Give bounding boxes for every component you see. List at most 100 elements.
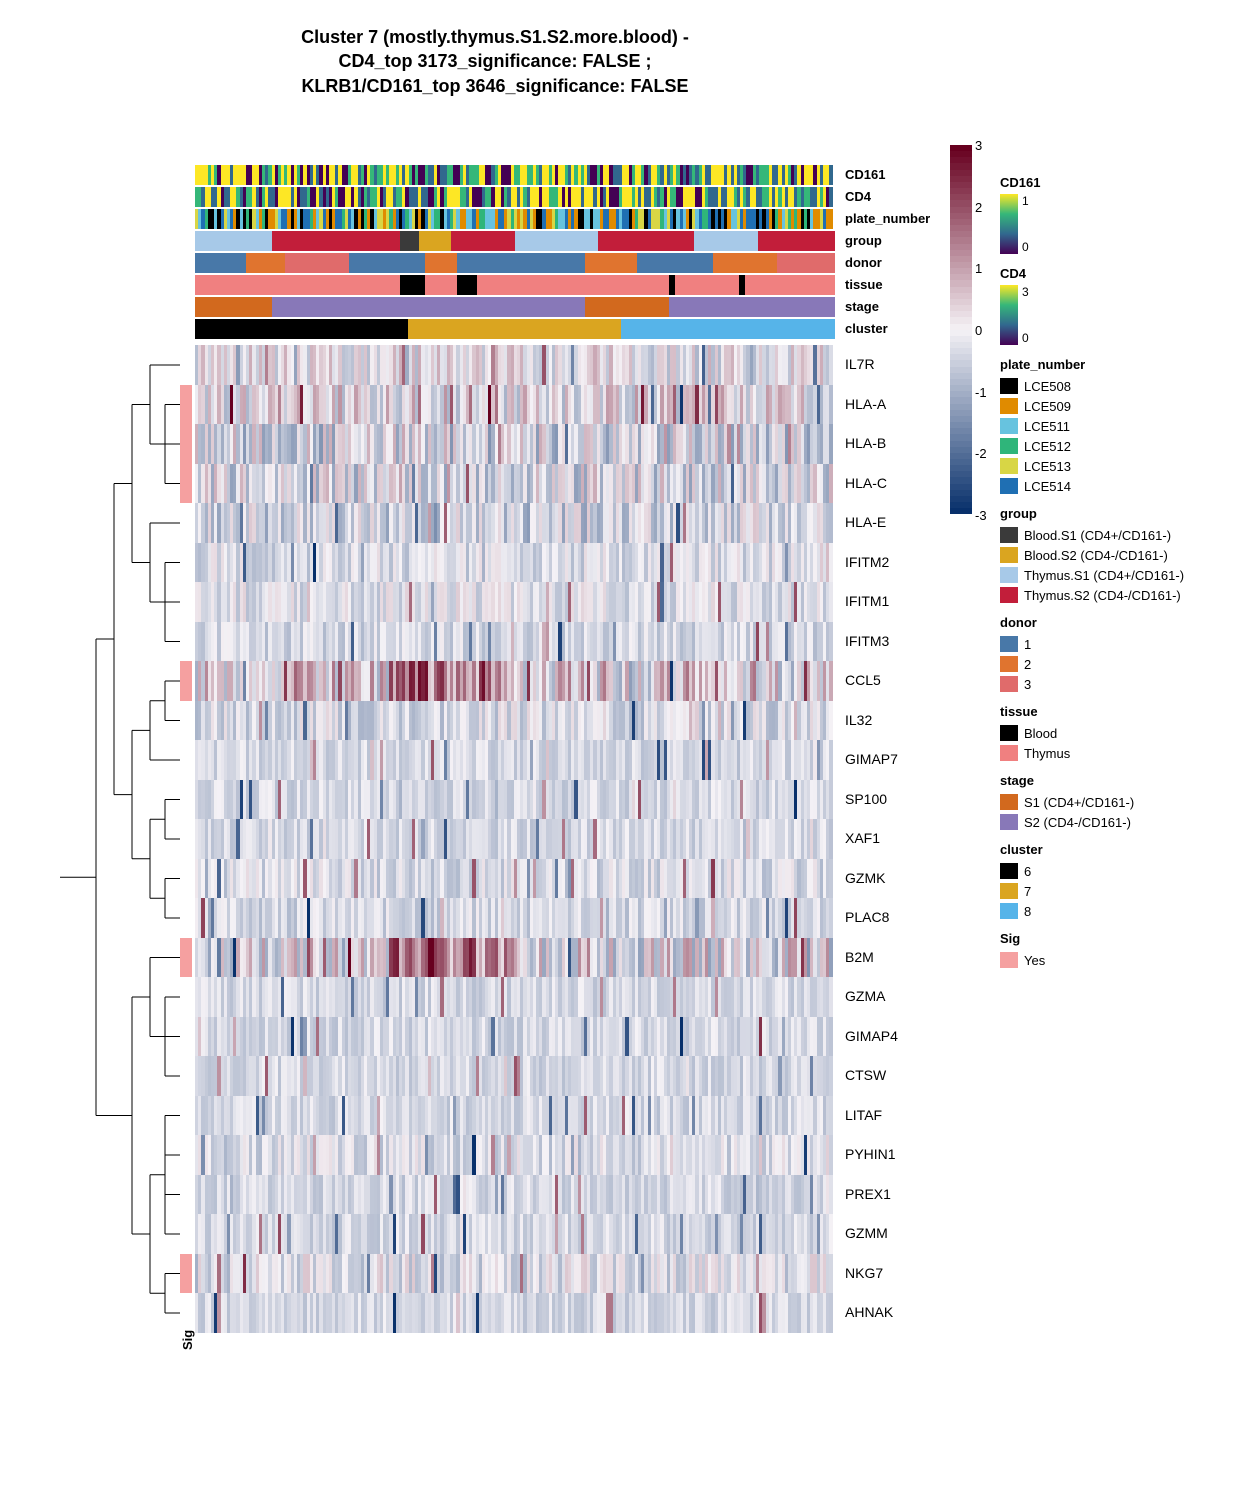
anno-track-CD4 <box>195 187 835 207</box>
heatmap-row <box>195 740 835 780</box>
legend-item: 1 <box>1000 634 1220 654</box>
legend-item: Blood.S1 (CD4+/CD161-) <box>1000 525 1220 545</box>
sig-marker <box>180 1254 192 1294</box>
gene-label: PYHIN1 <box>845 1135 896 1175</box>
colorbar-tick: 1 <box>975 261 982 276</box>
gene-label: GIMAP7 <box>845 740 898 780</box>
heatmap-row <box>195 938 835 978</box>
colorbar-tick: 2 <box>975 200 982 215</box>
heatmap-row <box>195 1096 835 1136</box>
gene-label: SP100 <box>845 780 887 820</box>
heatmap-row <box>195 1017 835 1057</box>
gene-label: HLA-C <box>845 464 887 504</box>
gene-label: IL32 <box>845 701 872 741</box>
heatmap-row <box>195 859 835 899</box>
heatmap-row <box>195 464 835 504</box>
anno-label-cluster: cluster <box>845 319 888 339</box>
heatmap-row <box>195 701 835 741</box>
heatmap-row <box>195 1293 835 1333</box>
anno-track-tissue <box>195 275 835 295</box>
sig-marker <box>180 661 192 701</box>
legend-item: Thymus.S2 (CD4-/CD161-) <box>1000 585 1220 605</box>
heatmap-row <box>195 582 835 622</box>
anno-label-CD161: CD161 <box>845 165 885 185</box>
legend-item: 7 <box>1000 881 1220 901</box>
anno-label-donor: donor <box>845 253 882 273</box>
sig-axis-label: Sig <box>180 1330 195 1350</box>
gene-label: IFITM1 <box>845 582 889 622</box>
anno-track-stage <box>195 297 835 317</box>
legend-item: Yes <box>1000 950 1220 970</box>
gene-label: GZMM <box>845 1214 888 1254</box>
heatmap-row <box>195 1175 835 1215</box>
anno-label-CD4: CD4 <box>845 187 871 207</box>
heatmap-row <box>195 543 835 583</box>
heatmap-colorbar <box>950 145 972 515</box>
legend-item: LCE514 <box>1000 476 1220 496</box>
legend-item: S2 (CD4-/CD161-) <box>1000 812 1220 832</box>
heatmap-row <box>195 1135 835 1175</box>
anno-track-group <box>195 231 835 251</box>
legend-item: LCE508 <box>1000 376 1220 396</box>
heatmap-row <box>195 345 835 385</box>
legend-gradient-CD4: 30 <box>1000 285 1220 347</box>
heatmap-row <box>195 1254 835 1294</box>
gene-label: GZMA <box>845 977 885 1017</box>
gene-label: HLA-E <box>845 503 886 543</box>
legend-title: donor <box>1000 615 1220 630</box>
gene-label: CTSW <box>845 1056 886 1096</box>
gene-label: HLA-A <box>845 385 886 425</box>
heatmap-row <box>195 503 835 543</box>
legend-title: group <box>1000 506 1220 521</box>
row-dendrogram <box>55 345 180 1333</box>
legend-panel: CD16110CD430plate_numberLCE508LCE509LCE5… <box>1000 165 1220 970</box>
heatmap-row <box>195 898 835 938</box>
title-line-1: Cluster 7 (mostly.thymus.S1.S2.more.bloo… <box>301 27 689 47</box>
gene-label: GIMAP4 <box>845 1017 898 1057</box>
gene-label: IFITM3 <box>845 622 889 662</box>
heatmap-row <box>195 622 835 662</box>
colorbar-tick: -2 <box>975 446 987 461</box>
legend-item: LCE513 <box>1000 456 1220 476</box>
gene-label: HLA-B <box>845 424 886 464</box>
gene-label: CCL5 <box>845 661 881 701</box>
heatmap-row <box>195 661 835 701</box>
heatmap-row <box>195 385 835 425</box>
heatmap-row <box>195 977 835 1017</box>
legend-item: 3 <box>1000 674 1220 694</box>
gene-label: LITAF <box>845 1096 882 1136</box>
legend-item: Blood <box>1000 723 1220 743</box>
legend-title: CD4 <box>1000 266 1220 281</box>
figure-title: Cluster 7 (mostly.thymus.S1.S2.more.bloo… <box>195 25 795 98</box>
gene-label: NKG7 <box>845 1254 883 1294</box>
legend-item: 2 <box>1000 654 1220 674</box>
gene-label: IL7R <box>845 345 875 385</box>
legend-item: LCE511 <box>1000 416 1220 436</box>
anno-label-tissue: tissue <box>845 275 883 295</box>
colorbar-tick: 3 <box>975 138 982 153</box>
anno-label-plate_number: plate_number <box>845 209 930 229</box>
heatmap-row <box>195 1214 835 1254</box>
legend-item: 6 <box>1000 861 1220 881</box>
legend-gradient-CD161: 10 <box>1000 194 1220 256</box>
heatmap-row <box>195 1056 835 1096</box>
legend-item: Thymus <box>1000 743 1220 763</box>
sig-marker <box>180 938 192 978</box>
legend-item: Blood.S2 (CD4-/CD161-) <box>1000 545 1220 565</box>
heatmap-row <box>195 819 835 859</box>
gene-label: B2M <box>845 938 874 978</box>
legend-item: Thymus.S1 (CD4+/CD161-) <box>1000 565 1220 585</box>
title-line-2: CD4_top 3173_significance: FALSE ; <box>338 51 651 71</box>
heatmap-row <box>195 424 835 464</box>
gene-label: XAF1 <box>845 819 880 859</box>
figure-container: Cluster 7 (mostly.thymus.S1.S2.more.bloo… <box>20 20 1228 1477</box>
gene-label: PLAC8 <box>845 898 889 938</box>
colorbar-tick: 0 <box>975 323 982 338</box>
legend-title: stage <box>1000 773 1220 788</box>
legend-title: CD161 <box>1000 175 1220 190</box>
legend-item: LCE509 <box>1000 396 1220 416</box>
heatmap-body <box>195 345 835 1333</box>
anno-track-CD161 <box>195 165 835 185</box>
legend-item: S1 (CD4+/CD161-) <box>1000 792 1220 812</box>
gene-label: IFITM2 <box>845 543 889 583</box>
